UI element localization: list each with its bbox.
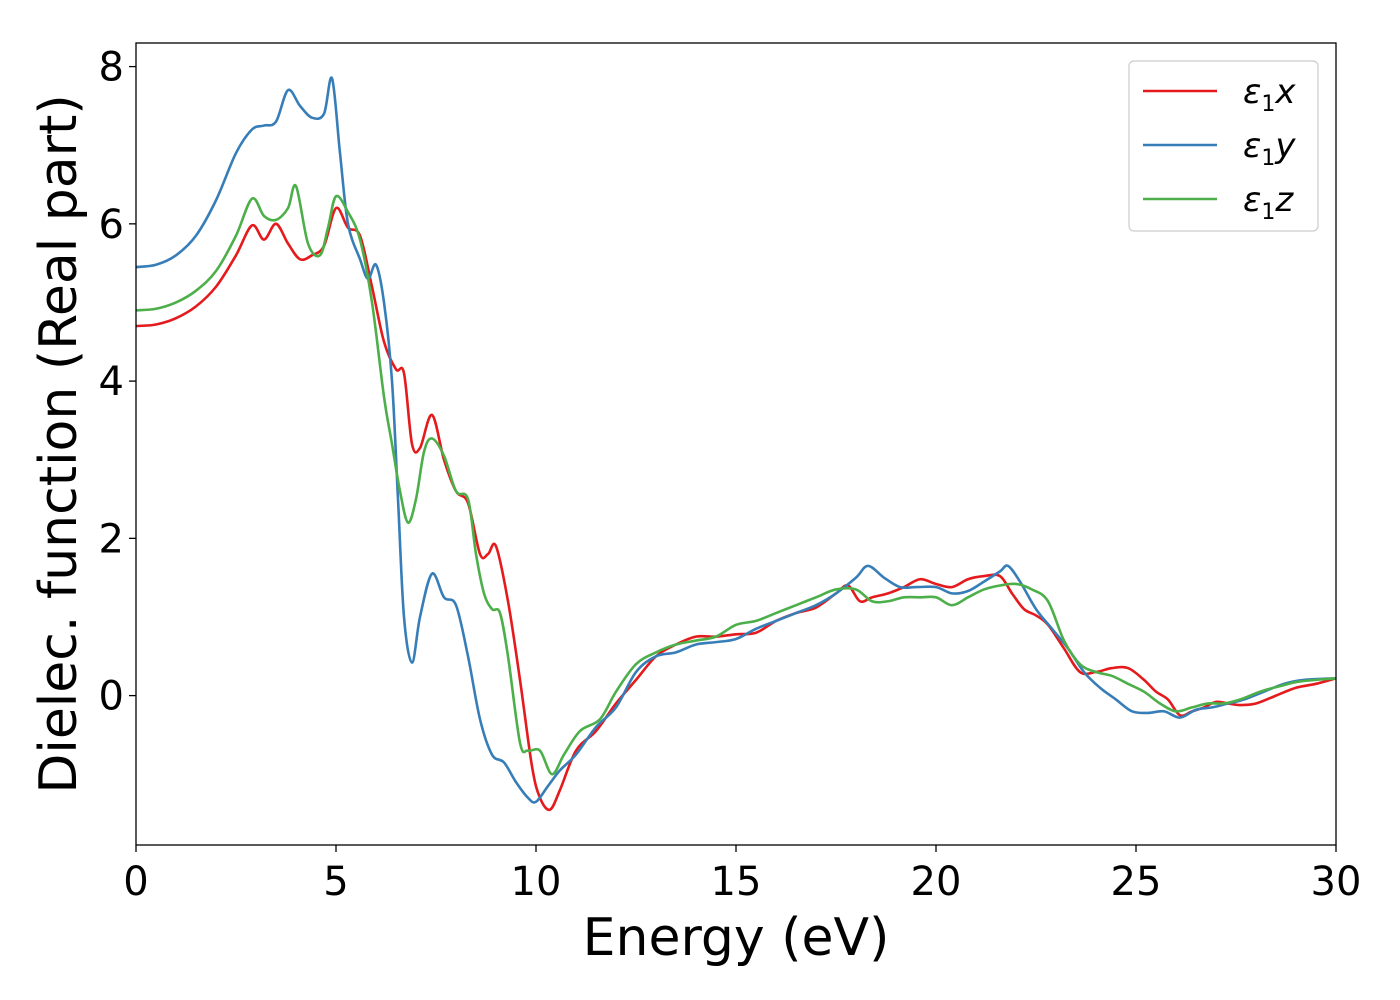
x-tick-label: 25 [1111,859,1162,905]
x-tick-label: 10 [511,859,562,905]
x-tick-label: 15 [711,859,762,905]
legend-subscript: 1 [1261,146,1275,171]
series-layer [136,76,1336,812]
series-line-2 [136,76,1336,804]
legend-box [1128,60,1319,232]
y-tick-label: 8 [99,45,124,91]
x-tick-label: 5 [323,859,348,905]
series-line-1 [136,206,1336,812]
legend-symbol: ε [1243,72,1261,112]
y-tick-label: 0 [99,674,124,720]
legend-subscript: 1 [1261,92,1275,117]
y-tick-label: 2 [99,516,124,562]
legend-subscript: 1 [1261,200,1275,225]
legend-entry-2: ε1y [1243,126,1296,171]
y-tick-label: 4 [99,359,124,405]
y-tick-label: 6 [99,202,124,248]
x-tick-label: 0 [123,859,148,905]
legend-entry-3: ε1z [1243,180,1294,225]
legend-entry-1: ε1x [1243,72,1296,117]
x-tick-label: 20 [911,859,962,905]
x-axis-label: Energy (eV) [583,908,890,968]
legend-component: y [1274,126,1296,166]
series-line-3 [136,183,1336,776]
x-axis-ticks: 0 5 10 15 20 25 30 [123,845,1361,905]
y-axis-label: Dielec. function (Real part) [29,94,89,793]
legend-component: x [1274,72,1296,112]
legend-component: z [1274,180,1294,220]
legend-symbol: ε [1243,180,1261,220]
y-axis-ticks: 0 2 4 6 8 [99,45,136,720]
legend-symbol: ε [1243,126,1261,166]
x-tick-label: 30 [1311,859,1362,905]
